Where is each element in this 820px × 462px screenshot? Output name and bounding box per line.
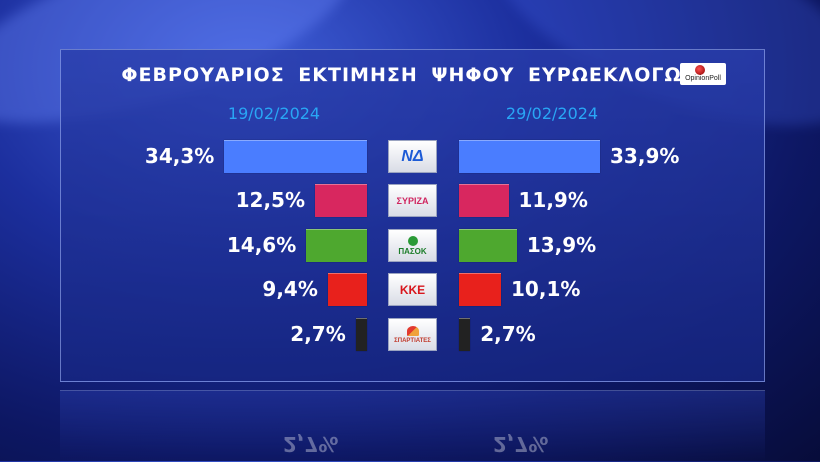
bar-left-nd (224, 140, 367, 173)
bar-right-kke (459, 273, 502, 306)
reflection-label: 2,7% (493, 432, 549, 456)
party-logo-sp-icon: ΣΠΑΡΤΙΑΤΕΣ (388, 318, 437, 351)
bar-right-pasok (459, 229, 517, 262)
value-label-right-sp: 2,7% (480, 322, 536, 346)
value-label-left-nd: 34,3% (144, 144, 215, 168)
value-label-right-syriza: 11,9% (518, 188, 588, 212)
party-logo-kke-icon: ΚΚΕ (388, 273, 437, 306)
panel-reflection (60, 390, 765, 462)
pasok-sun-icon (407, 235, 418, 246)
party-logo-nd-icon: ΝΔ (388, 140, 437, 173)
logo-dot-icon (695, 65, 705, 75)
value-label-left-pasok: 14,6% (226, 233, 297, 257)
bar-right-sp (459, 318, 471, 351)
left-date-label: 19/02/2024 (227, 104, 321, 123)
bar-left-kke (327, 273, 367, 306)
opinion-poll-logo: OpinionPoll (680, 63, 726, 85)
party-logo-text: ΚΚΕ (399, 282, 426, 297)
spartiates-helmet-icon (406, 325, 419, 336)
reflection-label: 2,7% (283, 432, 339, 456)
value-label-right-pasok: 13,9% (526, 233, 597, 257)
right-date-label: 29/02/2024 (505, 104, 599, 123)
chart-title: ΦΕΒΡΟΥΑΡΙΟΣ ΕΚΤΙΜΗΣΗ ΨΗΦΟΥ ΕΥΡΩΕΚΛΟΓΩΝ (121, 64, 699, 86)
party-logo-text: ΣΥΡΙΖΑ (396, 195, 429, 206)
party-logo-text: ΝΔ (401, 147, 424, 165)
logo-text: OpinionPoll (685, 75, 721, 82)
bar-right-syriza (459, 184, 509, 217)
value-label-left-syriza: 12,5% (235, 188, 305, 212)
party-logo-syriza-icon: ΣΥΡΙΖΑ (388, 184, 437, 217)
value-label-right-nd: 33,9% (610, 144, 680, 168)
bar-left-sp (355, 318, 367, 351)
bar-left-syriza (315, 184, 367, 217)
party-logo-text: ΣΠΑΡΤΙΑΤΕΣ (394, 337, 431, 344)
bar-left-pasok (306, 229, 367, 262)
value-label-left-kke: 9,4% (262, 277, 318, 301)
value-label-right-kke: 10,1% (511, 277, 581, 301)
value-label-left-sp: 2,7% (290, 322, 346, 346)
party-logo-text: ΠΑΣΟΚ (398, 246, 427, 256)
party-logo-pasok-icon: ΠΑΣΟΚ (388, 229, 437, 262)
bar-right-nd (459, 140, 601, 173)
